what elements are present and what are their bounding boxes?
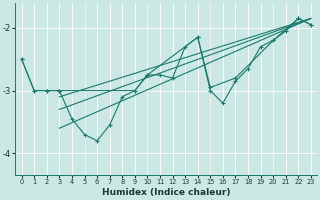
X-axis label: Humidex (Indice chaleur): Humidex (Indice chaleur) [102, 188, 230, 197]
